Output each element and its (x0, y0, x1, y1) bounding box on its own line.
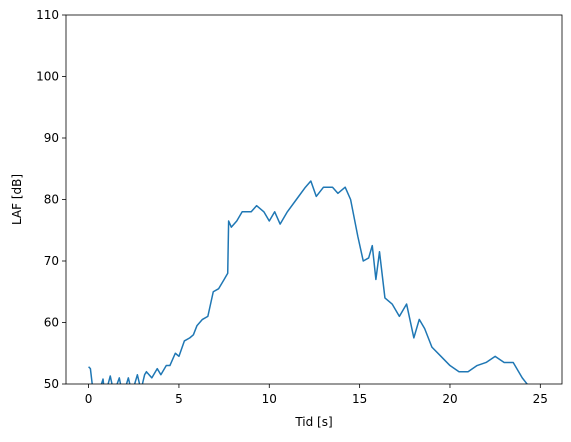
y-tick-label: 70 (44, 254, 59, 268)
x-tick-label: 5 (175, 392, 183, 406)
y-tick-label: 100 (36, 70, 59, 84)
x-axis-label: Tid [s] (294, 415, 332, 429)
y-tick-label: 80 (44, 193, 59, 207)
x-tick-label: 10 (262, 392, 277, 406)
y-tick-label: 60 (44, 316, 59, 330)
x-tick-label: 20 (442, 392, 457, 406)
y-tick-label: 50 (44, 377, 59, 391)
x-tick-label: 25 (533, 392, 548, 406)
x-tick-label: 0 (85, 392, 93, 406)
y-tick-label: 90 (44, 131, 59, 145)
plot-frame (65, 14, 563, 385)
y-axis-label: LAF [dB] (10, 174, 24, 225)
x-tick-label: 15 (352, 392, 367, 406)
y-tick-label: 110 (36, 8, 59, 22)
data-line (88, 180, 529, 384)
